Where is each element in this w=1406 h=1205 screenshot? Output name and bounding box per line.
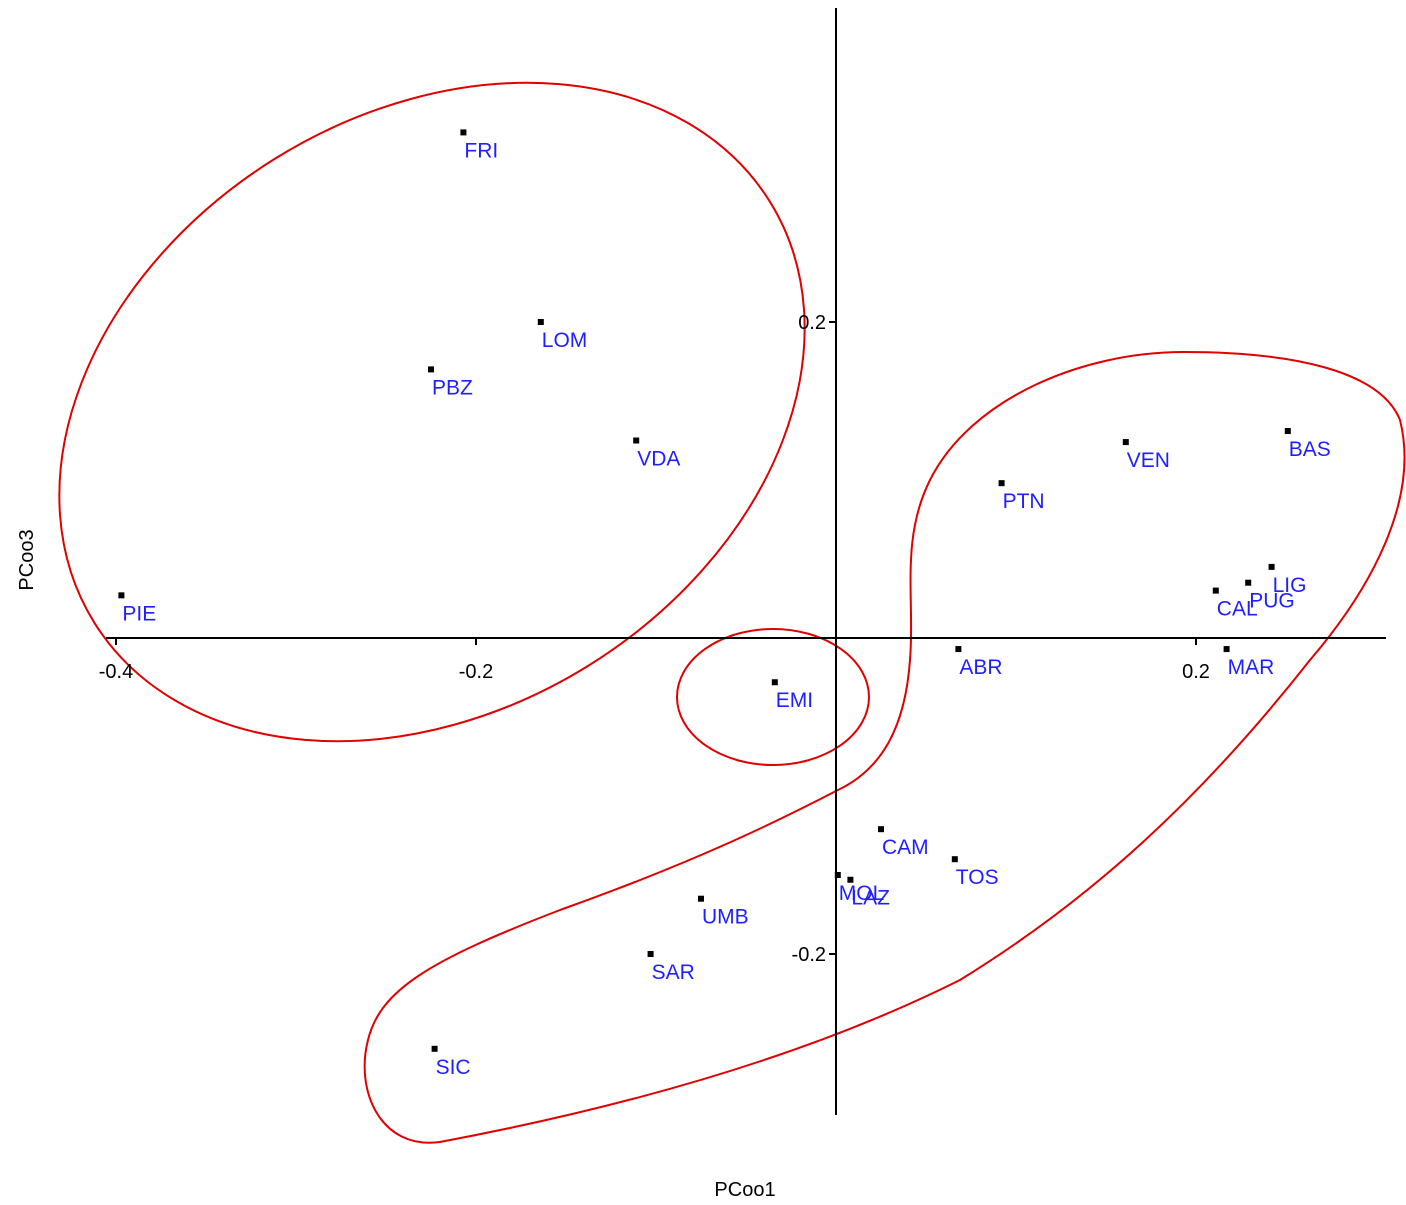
data-point-group: LAZ xyxy=(847,876,890,910)
data-point-marker xyxy=(1245,579,1252,586)
data-point-label: MOL xyxy=(839,882,885,905)
data-point-group: MAR xyxy=(1223,646,1275,679)
data-point-label: LOM xyxy=(542,329,588,352)
data-point-marker xyxy=(698,895,704,902)
data-point-label: LIG xyxy=(1273,574,1307,597)
data-point-marker xyxy=(998,480,1005,487)
data-point-group: SAR xyxy=(647,951,695,984)
x-axis-title: PCoo1 xyxy=(714,1179,775,1200)
data-point-group: PUG xyxy=(1245,579,1295,613)
x-tick-label: 0.2 xyxy=(1182,661,1210,683)
data-point-marker xyxy=(647,951,654,957)
data-point-label: SIC xyxy=(436,1056,471,1079)
data-point-group: UMB xyxy=(698,895,749,929)
data-point-marker xyxy=(633,437,640,444)
data-point-label: FRI xyxy=(464,139,498,162)
data-point-label: PTN xyxy=(1003,490,1045,513)
data-point-group: TOS xyxy=(951,856,999,889)
x-tick-label: -0.2 xyxy=(459,661,493,683)
axis-ticks: -0.4 -0.2 0.2 0.2 -0.2 xyxy=(99,312,1210,966)
data-point-marker xyxy=(847,876,854,883)
data-point-label: ABR xyxy=(959,656,1002,679)
data-point-label: VEN xyxy=(1127,449,1170,472)
data-point-group: EMI xyxy=(771,679,813,712)
data-point-group: LOM xyxy=(537,319,588,352)
y-axis-title: PCoo3 xyxy=(16,529,38,590)
data-point-marker xyxy=(951,856,958,863)
data-point-group: LIG xyxy=(1268,563,1307,597)
data-point-marker xyxy=(1223,646,1230,653)
data-point-marker xyxy=(1268,563,1275,570)
data-point-group: CAL xyxy=(1212,587,1258,621)
data-point-label: SAR xyxy=(652,961,695,984)
data-point-group: CAM xyxy=(878,826,929,859)
data-point-group: ABR xyxy=(955,646,1003,679)
south-cluster-outline xyxy=(363,350,1406,1144)
data-point-group: FRI xyxy=(460,129,498,162)
data-point-group: MOL xyxy=(834,872,885,905)
data-point-label: MAR xyxy=(1228,656,1275,679)
data-point-group: SIC xyxy=(431,1045,471,1079)
data-point-label: LAZ xyxy=(851,887,890,910)
north-cluster-outline xyxy=(58,81,806,743)
data-point-group: BAS xyxy=(1284,428,1331,461)
data-point-label: VDA xyxy=(637,448,680,471)
data-point-label: CAM xyxy=(882,836,929,859)
data-point-label: EMI xyxy=(776,689,813,712)
data-point-marker xyxy=(431,1045,438,1052)
data-point-marker xyxy=(834,872,841,878)
data-point-marker xyxy=(1284,428,1291,435)
data-point-group: PBZ xyxy=(428,366,473,399)
y-tick-label: 0.2 xyxy=(798,312,826,334)
data-point-marker xyxy=(1212,587,1219,594)
data-point-marker xyxy=(1122,439,1129,446)
data-point-label: PIE xyxy=(122,602,156,625)
data-point-label: TOS xyxy=(956,866,999,889)
data-point-label: PUG xyxy=(1249,590,1295,613)
data-point-marker xyxy=(771,679,778,686)
data-point-group: VEN xyxy=(1122,439,1170,472)
cluster-outlines xyxy=(58,81,1406,1144)
data-point-label: CAL xyxy=(1217,598,1258,621)
x-tick-label: -0.4 xyxy=(99,661,133,683)
data-point-marker xyxy=(118,592,125,599)
central-cluster-outline xyxy=(676,628,870,766)
data-point-group: PTN xyxy=(998,480,1045,513)
data-point-group: PIE xyxy=(118,592,156,625)
data-point-group: VDA xyxy=(633,437,680,471)
axes xyxy=(106,8,1386,1115)
y-tick-label: -0.2 xyxy=(792,944,826,966)
data-point-label: BAS xyxy=(1289,438,1331,461)
data-point-label: PBZ xyxy=(432,376,473,399)
data-point-label: UMB xyxy=(702,906,749,929)
data-point-marker xyxy=(878,826,884,833)
data-point-marker xyxy=(537,319,544,325)
data-point-marker xyxy=(428,366,434,373)
data-point-marker xyxy=(955,646,962,653)
data-point-marker xyxy=(460,129,467,136)
